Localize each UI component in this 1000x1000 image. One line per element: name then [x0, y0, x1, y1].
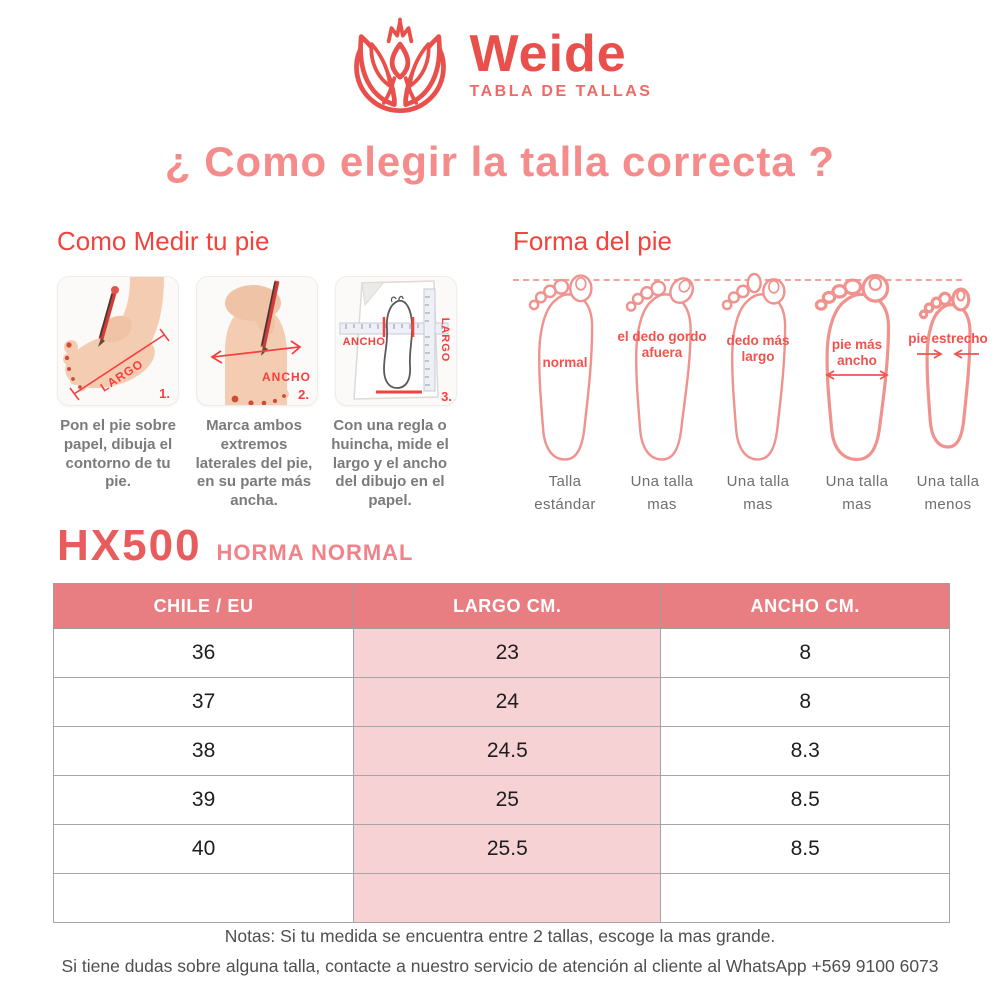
foot-size-advice: Una talla menos — [916, 473, 980, 513]
step-1-caption: Pon el pie sobre papel, dibuja el contor… — [60, 417, 176, 491]
cell-ancho: 8.5 — [660, 824, 950, 874]
step-2-caption: Marca ambos extremos laterales del pie, … — [195, 417, 313, 509]
cell-size: 36 — [52, 628, 355, 678]
cell-largo: 23 — [353, 628, 662, 678]
brand-header: Weide TABLA DE TALLAS — [0, 12, 1000, 116]
cell-size: 38 — [52, 726, 355, 776]
note-line-1: Notas: Si tu medida se encuentra entre 2… — [224, 926, 776, 946]
page-title: ¿ Como elegir la talla correcta ? — [164, 138, 836, 185]
cell-size: 40 — [52, 824, 355, 874]
foot-outline-icon — [805, 271, 909, 467]
measure-length-photo-icon: LARGO 1. — [63, 277, 170, 401]
table-row: 37 24 8 — [52, 677, 950, 727]
foot-size-advice: Una talla mas — [726, 473, 790, 513]
foot-shape-label: pie más ancho — [811, 337, 903, 381]
col-header-chile-eu: CHILE / EU — [52, 583, 355, 629]
table-row: 40 25.5 8.5 — [52, 824, 950, 874]
foot-shape-label-text: pie más ancho — [831, 337, 883, 368]
brand-name: Weide — [469, 24, 627, 83]
foot-size-advice: Talla estándar — [534, 473, 596, 513]
size-table-header-row: CHILE / EU LARGO CM. ANCHO CM. — [52, 583, 950, 629]
foot-shape-label-text: pie estrecho — [908, 331, 988, 346]
cell-size: 37 — [52, 677, 355, 727]
foot-shape-label: pie estrecho — [906, 331, 990, 360]
cell-largo: 24.5 — [353, 726, 662, 776]
cell-ancho: 8.5 — [660, 775, 950, 825]
model-subtitle: HORMA NORMAL — [216, 540, 414, 565]
feet-strip: normal Talla estándar el dedo gordo afue… — [513, 269, 988, 517]
table-row-empty — [52, 873, 950, 923]
brand-tagline: TABLA DE TALLAS — [469, 83, 653, 101]
foot-outline-icon — [909, 271, 987, 467]
foot-size-advice: Una talla mas — [825, 473, 889, 513]
notes: Notas: Si tu medida se encuentra entre 2… — [0, 921, 1000, 981]
foot-shape-label: normal — [542, 355, 588, 370]
toe-alignment-dashed-line — [513, 279, 962, 281]
cell-empty — [660, 873, 950, 923]
cell-empty — [353, 873, 662, 923]
ancho-label: ANCHO — [262, 370, 311, 384]
foot-outline-icon — [721, 272, 787, 461]
step-number: 2. — [298, 387, 309, 402]
foot-size-advice: Una talla mas — [630, 473, 694, 513]
width-arrows-icon — [825, 370, 889, 380]
measure-section: Como Medir tu pie LARGO — [57, 226, 457, 511]
foot-big-toe-out: el dedo gordo afuera Una talla mas — [615, 271, 709, 513]
foot-outline-icon — [528, 274, 594, 461]
step-captions: Pon el pie sobre papel, dibuja el contor… — [57, 417, 457, 511]
note-line-2: Si tiene dudas sobre alguna talla, conta… — [61, 956, 939, 977]
brand-logo-icon — [353, 17, 446, 114]
measure-steps: LARGO 1. ANCHO — [57, 276, 457, 406]
foot-narrow: pie estrecho Una talla menos — [906, 271, 990, 513]
shapes-heading: Forma del pie — [513, 226, 672, 256]
foot-shape-section: Forma del pie normal Talla estándar — [513, 226, 988, 517]
measure-heading: Como Medir tu pie — [57, 226, 270, 256]
ancho-label: ANCHO — [343, 336, 386, 348]
foot-wider: pie más ancho Una talla mas — [805, 271, 909, 513]
step-number: 1. — [159, 386, 170, 401]
narrow-arrows-icon — [917, 348, 979, 359]
foot-normal: normal Talla estándar — [517, 271, 613, 513]
cell-size: 39 — [52, 775, 355, 825]
cell-largo: 25.5 — [353, 824, 662, 874]
ruler-drawing-icon: ANCHO LARGO 3. — [339, 280, 452, 404]
step-3-illustration: ANCHO LARGO 3. — [335, 276, 457, 406]
foot-longer-toe: dedo más largo Una talla mas — [711, 271, 805, 513]
cell-ancho: 8 — [660, 628, 950, 678]
table-row: 38 24.5 8.3 — [52, 726, 950, 776]
model-heading: HX500 HORMA NORMAL — [57, 521, 413, 571]
step-1-illustration: LARGO 1. — [57, 276, 179, 406]
measure-width-photo-icon: ANCHO 2. — [210, 280, 311, 405]
step-3-caption: Con una regla o huincha, mide el largo y… — [331, 417, 449, 509]
table-row: 39 25 8.5 — [52, 775, 950, 825]
cell-largo: 24 — [353, 677, 662, 727]
foot-shape-label: el dedo gordo afuera — [617, 329, 707, 360]
model-code: HX500 — [57, 521, 202, 570]
foot-shape-label: dedo más largo — [726, 333, 790, 364]
cell-ancho: 8.3 — [660, 726, 950, 776]
largo-label: LARGO — [439, 318, 451, 363]
cell-ancho: 8 — [660, 677, 950, 727]
cell-largo: 25 — [353, 775, 662, 825]
cell-empty — [52, 873, 355, 923]
size-table: CHILE / EU LARGO CM. ANCHO CM. 36 23 8 3… — [52, 583, 950, 923]
step-2-illustration: ANCHO 2. — [196, 276, 318, 406]
col-header-ancho: ANCHO CM. — [660, 583, 950, 629]
table-row: 36 23 8 — [52, 628, 950, 678]
foot-outline-icon — [625, 277, 695, 461]
step-number: 3. — [441, 389, 452, 404]
col-header-largo: LARGO CM. — [353, 583, 662, 629]
